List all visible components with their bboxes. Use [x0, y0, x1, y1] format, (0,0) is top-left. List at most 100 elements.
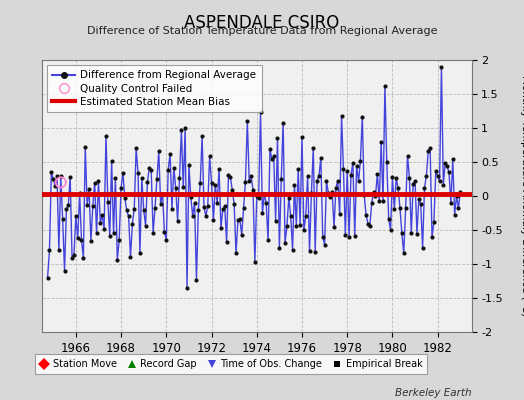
Point	[275, 244, 283, 251]
Point	[385, 216, 393, 222]
Point	[157, 200, 165, 207]
Point	[128, 220, 137, 227]
Point	[266, 146, 274, 152]
Point	[288, 246, 297, 253]
Point	[53, 172, 61, 179]
Point	[445, 169, 453, 176]
Point	[381, 83, 389, 89]
Point	[264, 237, 272, 244]
Point	[294, 166, 302, 172]
Point	[177, 127, 185, 133]
Point	[400, 250, 408, 256]
Point	[54, 247, 63, 254]
Point	[209, 217, 217, 224]
Point	[426, 145, 434, 151]
Point	[255, 195, 263, 202]
Point	[320, 242, 329, 248]
Point	[179, 184, 188, 190]
Point	[134, 170, 142, 176]
Point	[347, 172, 355, 178]
Point	[49, 176, 58, 182]
Point	[105, 233, 114, 240]
Point	[343, 168, 352, 174]
Point	[441, 160, 450, 166]
Point	[281, 240, 289, 246]
Point	[98, 212, 106, 218]
Point	[260, 191, 268, 197]
Point	[375, 198, 384, 204]
Point	[72, 213, 80, 220]
Point	[311, 248, 319, 255]
Point	[435, 178, 444, 184]
Point	[417, 201, 425, 207]
Point	[170, 164, 178, 171]
Point	[208, 180, 216, 186]
Point	[45, 247, 53, 254]
Point	[364, 220, 372, 227]
Point	[236, 216, 244, 222]
Point	[305, 248, 314, 254]
Point	[104, 199, 112, 206]
Point	[211, 182, 220, 188]
Point	[356, 158, 365, 164]
Point	[245, 178, 254, 184]
Point	[377, 139, 385, 146]
Point	[91, 180, 99, 186]
Point	[202, 213, 210, 219]
Point	[452, 192, 461, 199]
Point	[147, 167, 156, 174]
Point	[110, 230, 118, 236]
Point	[138, 175, 146, 181]
Point	[324, 190, 333, 196]
Point	[166, 150, 174, 157]
Text: ASPENDALE CSIRO: ASPENDALE CSIRO	[184, 14, 340, 32]
Point	[145, 164, 154, 171]
Point	[224, 172, 233, 178]
Point	[332, 185, 340, 191]
Point	[250, 259, 259, 265]
Point	[322, 178, 331, 184]
Point	[115, 237, 123, 243]
Point	[451, 212, 459, 218]
Point	[181, 125, 189, 132]
Point	[237, 232, 246, 238]
Point	[60, 268, 69, 274]
Point	[124, 213, 133, 220]
Point	[335, 211, 344, 218]
Point	[430, 219, 438, 225]
Point	[185, 161, 193, 168]
Point	[219, 206, 227, 212]
Point	[424, 148, 432, 154]
Point	[437, 64, 445, 70]
Point	[221, 203, 229, 210]
Point	[302, 213, 310, 220]
Point	[396, 205, 404, 211]
Point	[353, 162, 361, 169]
Point	[100, 226, 108, 232]
Point	[420, 185, 429, 192]
Point	[196, 180, 204, 186]
Point	[155, 148, 163, 154]
Point	[337, 113, 346, 119]
Point	[79, 255, 88, 261]
Point	[102, 133, 110, 139]
Point	[152, 176, 161, 182]
Point	[243, 118, 252, 124]
Point	[439, 182, 447, 188]
Point	[446, 200, 455, 206]
Point	[189, 212, 197, 219]
Point	[126, 254, 135, 260]
Point	[262, 200, 270, 206]
Point	[351, 233, 359, 239]
Point	[433, 173, 442, 179]
Point	[290, 182, 299, 188]
Point	[121, 195, 129, 201]
Point	[328, 189, 336, 196]
Point	[132, 145, 140, 151]
Point	[454, 205, 463, 212]
Point	[287, 212, 295, 219]
Point	[373, 171, 381, 178]
Point	[203, 202, 212, 209]
Point	[256, 109, 265, 116]
Point	[403, 152, 412, 159]
